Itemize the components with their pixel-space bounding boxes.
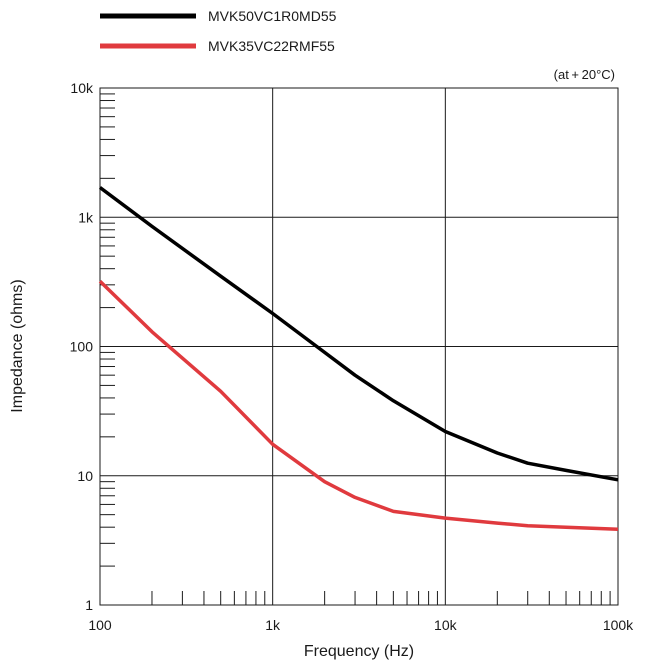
series-line-2 — [98, 279, 619, 532]
legend-label-1: MVK50VC1R0MD55 — [208, 8, 337, 24]
x-axis-label: Frequency (Hz) — [304, 643, 414, 660]
x-tick-label: 100 — [88, 617, 112, 633]
y-tick-label: 1k — [78, 209, 94, 225]
x-tick-label: 1k — [265, 617, 281, 633]
x-tick-labels: 100 1k 10k 100k — [88, 617, 634, 633]
note-temperature: (at + 20°C) — [554, 67, 615, 82]
y-tick-label: 100 — [70, 339, 94, 355]
x-tick-label: 10k — [434, 617, 458, 633]
x-tick-label: 100k — [603, 617, 634, 633]
y-tick-label: 10 — [77, 468, 93, 484]
series-line-1 — [98, 186, 619, 482]
y-tick-label: 1 — [85, 597, 93, 613]
y-axis-label: Impedance (ohms) — [9, 279, 26, 412]
legend-label-2: MVK35VC22RMF55 — [208, 38, 335, 54]
y-tick-label: 10k — [70, 80, 94, 96]
series-lines — [98, 186, 619, 532]
minor-ticks — [100, 93, 611, 605]
legend: MVK50VC1R0MD55 MVK35VC22RMF55 — [100, 8, 337, 54]
y-tick-labels: 1 10 100 1k 10k — [70, 80, 94, 613]
plot-frame — [99, 87, 619, 606]
